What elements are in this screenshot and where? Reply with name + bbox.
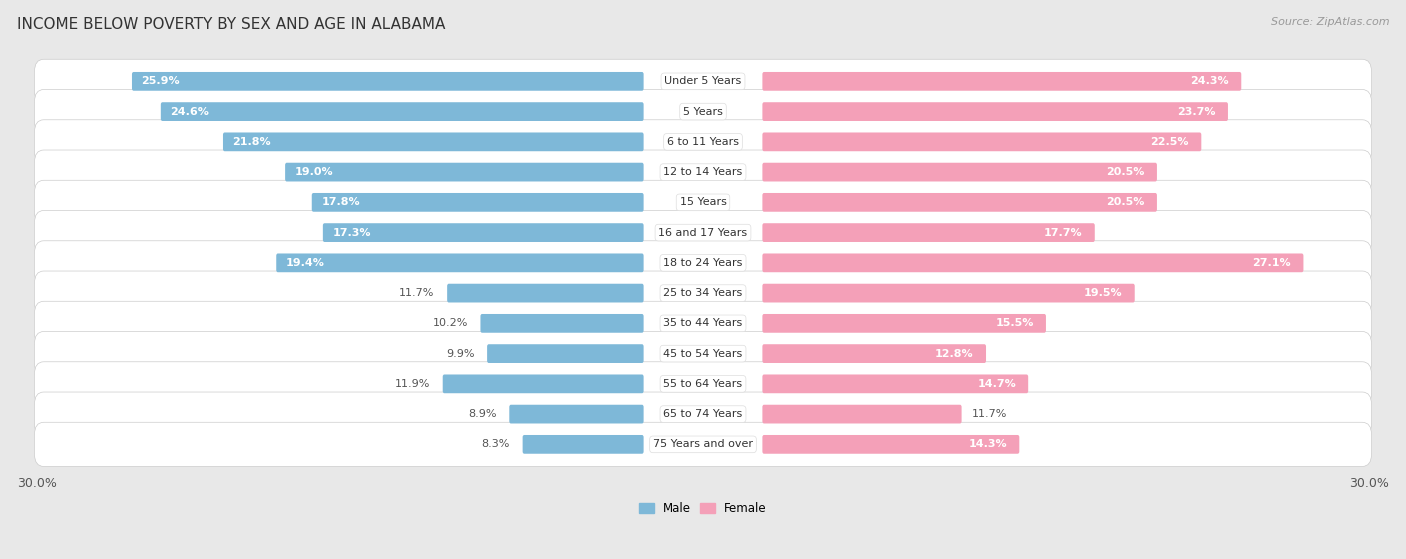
Text: 15 Years: 15 Years — [679, 197, 727, 207]
FancyBboxPatch shape — [34, 422, 1372, 466]
Text: 25.9%: 25.9% — [142, 77, 180, 86]
Text: 35 to 44 Years: 35 to 44 Years — [664, 319, 742, 328]
Text: 20.5%: 20.5% — [1107, 197, 1144, 207]
Text: 10.2%: 10.2% — [432, 319, 468, 328]
Text: 12.8%: 12.8% — [935, 349, 974, 359]
FancyBboxPatch shape — [447, 284, 644, 302]
FancyBboxPatch shape — [34, 89, 1372, 134]
FancyBboxPatch shape — [34, 392, 1372, 436]
FancyBboxPatch shape — [224, 132, 644, 151]
FancyBboxPatch shape — [34, 211, 1372, 255]
Text: 22.5%: 22.5% — [1150, 137, 1189, 147]
Text: 11.7%: 11.7% — [972, 409, 1007, 419]
Text: 17.7%: 17.7% — [1043, 228, 1083, 238]
FancyBboxPatch shape — [34, 362, 1372, 406]
Text: 5 Years: 5 Years — [683, 107, 723, 117]
Text: Under 5 Years: Under 5 Years — [665, 77, 741, 86]
Text: 6 to 11 Years: 6 to 11 Years — [666, 137, 740, 147]
FancyBboxPatch shape — [34, 301, 1372, 345]
FancyBboxPatch shape — [762, 435, 1019, 454]
Text: 23.7%: 23.7% — [1177, 107, 1216, 117]
FancyBboxPatch shape — [312, 193, 644, 212]
FancyBboxPatch shape — [34, 241, 1372, 285]
Text: 17.3%: 17.3% — [332, 228, 371, 238]
Text: 21.8%: 21.8% — [232, 137, 271, 147]
FancyBboxPatch shape — [762, 102, 1227, 121]
FancyBboxPatch shape — [285, 163, 644, 182]
Text: 15.5%: 15.5% — [995, 319, 1033, 328]
Text: 18 to 24 Years: 18 to 24 Years — [664, 258, 742, 268]
FancyBboxPatch shape — [509, 405, 644, 424]
FancyBboxPatch shape — [323, 223, 644, 242]
FancyBboxPatch shape — [486, 344, 644, 363]
Text: 25 to 34 Years: 25 to 34 Years — [664, 288, 742, 298]
Text: 11.9%: 11.9% — [395, 379, 430, 389]
Text: 24.3%: 24.3% — [1191, 77, 1229, 86]
FancyBboxPatch shape — [34, 331, 1372, 376]
FancyBboxPatch shape — [762, 284, 1135, 302]
Text: 8.9%: 8.9% — [468, 409, 496, 419]
Text: 19.4%: 19.4% — [285, 258, 325, 268]
FancyBboxPatch shape — [34, 59, 1372, 103]
Text: INCOME BELOW POVERTY BY SEX AND AGE IN ALABAMA: INCOME BELOW POVERTY BY SEX AND AGE IN A… — [17, 17, 446, 32]
Text: 14.7%: 14.7% — [977, 379, 1017, 389]
FancyBboxPatch shape — [132, 72, 644, 91]
FancyBboxPatch shape — [34, 271, 1372, 315]
FancyBboxPatch shape — [276, 253, 644, 272]
Text: 55 to 64 Years: 55 to 64 Years — [664, 379, 742, 389]
FancyBboxPatch shape — [34, 150, 1372, 194]
FancyBboxPatch shape — [160, 102, 644, 121]
FancyBboxPatch shape — [762, 314, 1046, 333]
Text: 24.6%: 24.6% — [170, 107, 209, 117]
FancyBboxPatch shape — [762, 405, 962, 424]
Text: 12 to 14 Years: 12 to 14 Years — [664, 167, 742, 177]
FancyBboxPatch shape — [523, 435, 644, 454]
Text: Source: ZipAtlas.com: Source: ZipAtlas.com — [1271, 17, 1389, 27]
Text: 9.9%: 9.9% — [446, 349, 474, 359]
FancyBboxPatch shape — [762, 253, 1303, 272]
FancyBboxPatch shape — [762, 193, 1157, 212]
FancyBboxPatch shape — [762, 344, 986, 363]
Text: 27.1%: 27.1% — [1253, 258, 1291, 268]
Text: 14.3%: 14.3% — [969, 439, 1007, 449]
Text: 20.5%: 20.5% — [1107, 167, 1144, 177]
Text: 16 and 17 Years: 16 and 17 Years — [658, 228, 748, 238]
FancyBboxPatch shape — [762, 375, 1028, 393]
FancyBboxPatch shape — [481, 314, 644, 333]
FancyBboxPatch shape — [762, 72, 1241, 91]
Text: 19.0%: 19.0% — [295, 167, 333, 177]
Text: 75 Years and over: 75 Years and over — [652, 439, 754, 449]
FancyBboxPatch shape — [443, 375, 644, 393]
Text: 45 to 54 Years: 45 to 54 Years — [664, 349, 742, 359]
FancyBboxPatch shape — [762, 223, 1095, 242]
FancyBboxPatch shape — [34, 180, 1372, 225]
FancyBboxPatch shape — [34, 120, 1372, 164]
FancyBboxPatch shape — [762, 163, 1157, 182]
Text: 19.5%: 19.5% — [1084, 288, 1122, 298]
Text: 65 to 74 Years: 65 to 74 Years — [664, 409, 742, 419]
Text: 17.8%: 17.8% — [321, 197, 360, 207]
Text: 11.7%: 11.7% — [399, 288, 434, 298]
FancyBboxPatch shape — [762, 132, 1201, 151]
Legend: Male, Female: Male, Female — [634, 498, 772, 520]
Text: 8.3%: 8.3% — [481, 439, 510, 449]
